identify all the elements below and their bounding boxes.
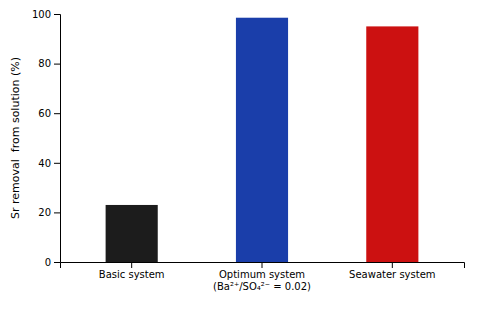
tick-mark — [262, 262, 263, 268]
tick: 80 — [38, 58, 60, 69]
tick-mark — [54, 262, 60, 263]
tick-label: Seawater system — [349, 269, 435, 280]
tick-mark — [54, 14, 60, 15]
tick-mark — [131, 262, 132, 268]
tick-label: 20 — [38, 207, 51, 218]
tick-label: Basic system — [99, 269, 165, 280]
axis-domain — [61, 263, 465, 269]
tick-label-line: Seawater system — [349, 269, 435, 280]
tick-label: 60 — [38, 108, 51, 119]
bar — [106, 205, 158, 262]
tick-label: 100 — [32, 9, 51, 20]
tick: 60 — [38, 108, 60, 119]
bar — [366, 26, 418, 262]
tick: 100 — [32, 9, 60, 20]
tick: Optimum system(Ba²⁺/SO₄²⁻ = 0.02) — [213, 262, 311, 292]
tick-label: 40 — [38, 158, 51, 169]
tick-mark — [54, 64, 60, 65]
x-axis: Basic system Optimum system(Ba²⁺/SO₄²⁻ = … — [61, 262, 465, 292]
axis-domain — [54, 15, 61, 263]
tick: 40 — [38, 158, 60, 169]
y-axis: 0 20 40 60 80 100 — [32, 9, 61, 268]
y-axis-title: Sr removal from solution (%) — [9, 57, 22, 219]
tick-label-line: Basic system — [99, 269, 165, 280]
tick-mark — [392, 262, 393, 268]
tick-mark — [54, 163, 60, 164]
tick: 0 — [45, 257, 60, 268]
tick: Seawater system — [349, 262, 435, 280]
chart: 0 20 40 60 80 100 Basic system Optimum system(B… — [0, 0, 480, 312]
tick-label: Optimum system(Ba²⁺/SO₄²⁻ = 0.02) — [213, 269, 311, 292]
tick-label: 0 — [45, 257, 51, 268]
tick: Basic system — [99, 262, 165, 280]
tick-label: 80 — [38, 58, 51, 69]
tick-label-line: Optimum system — [219, 269, 305, 280]
tick-mark — [54, 212, 60, 213]
plot-area — [106, 18, 419, 262]
tick: 20 — [38, 207, 60, 218]
tick-label-line: (Ba²⁺/SO₄²⁻ = 0.02) — [213, 281, 311, 292]
tick-mark — [54, 113, 60, 114]
bar — [236, 18, 288, 262]
